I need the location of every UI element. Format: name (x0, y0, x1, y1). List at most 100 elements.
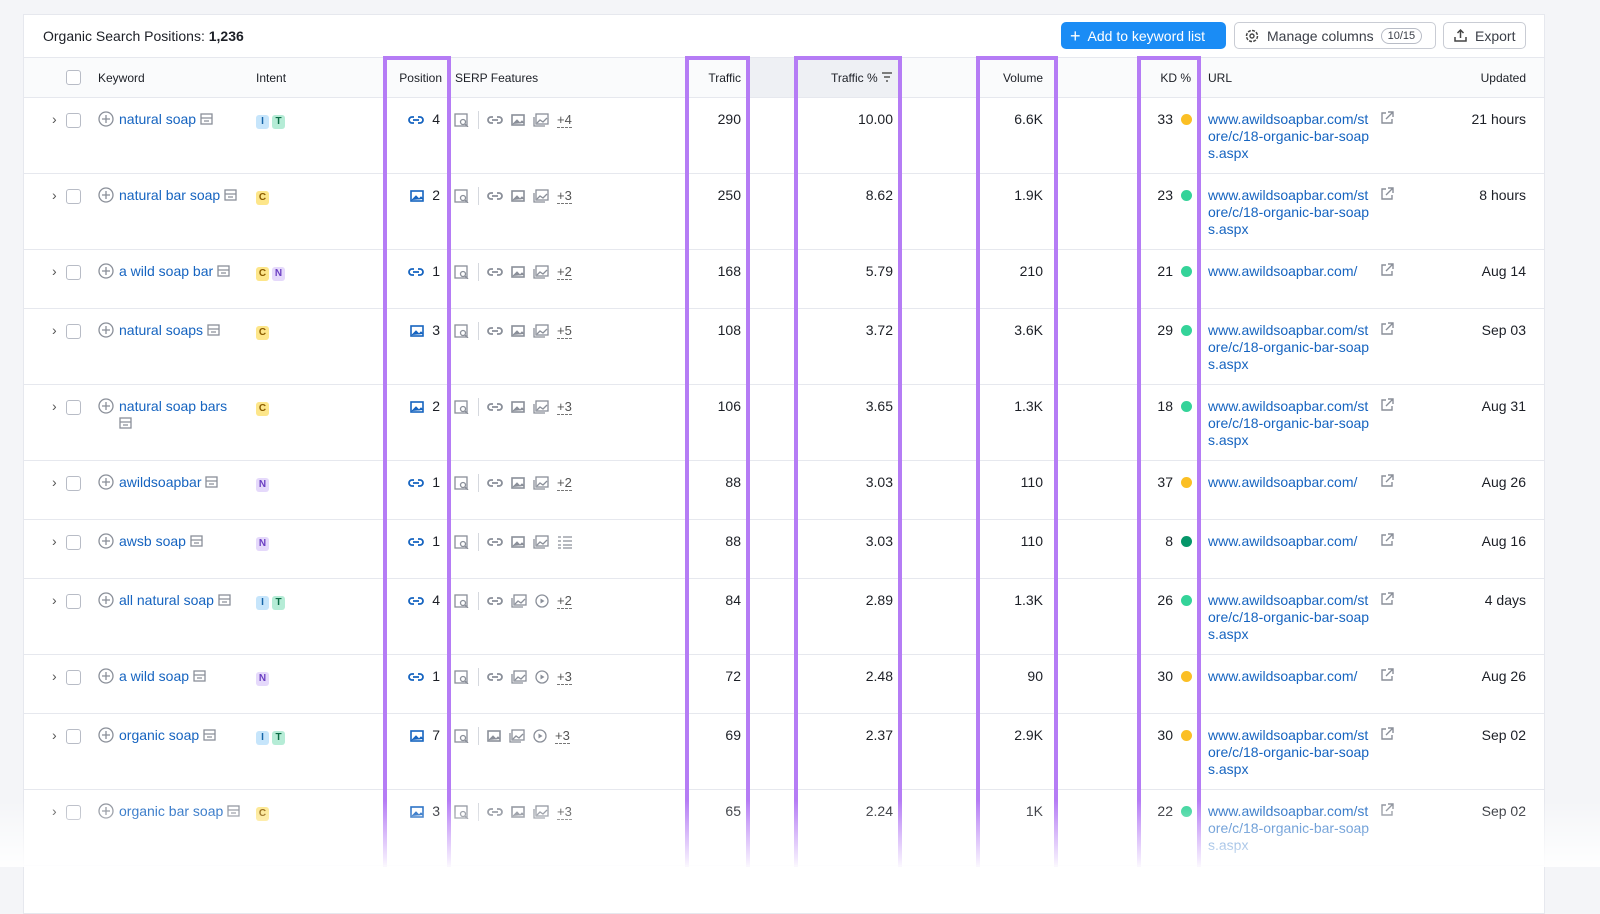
url-link[interactable]: www.awildsoapbar.com/store/c/18-organic-… (1208, 803, 1370, 853)
expand-chevron[interactable]: › (52, 322, 57, 338)
row-checkbox[interactable] (66, 535, 81, 550)
keyword-row: › awsb soap N 1 88 3.03 110 8 www.awildsoapbar.… (24, 519, 1544, 579)
select-all-checkbox[interactable] (66, 69, 81, 85)
url-link[interactable]: www.awildsoapbar.com/ (1208, 668, 1358, 684)
kd-cell: 30 (1058, 713, 1199, 790)
expand-chevron[interactable]: › (52, 474, 57, 490)
expand-cell: › (24, 249, 66, 309)
serp-icon (454, 594, 470, 608)
position-feature-icon-svg (408, 537, 425, 546)
row-checkbox[interactable] (66, 594, 81, 609)
keyword-link[interactable]: natural soap (119, 111, 243, 128)
row-checkbox[interactable] (66, 265, 81, 280)
expand-chevron[interactable]: › (52, 803, 57, 819)
kd-value: 29 (1157, 322, 1173, 338)
serp-more[interactable]: +2 (557, 592, 572, 609)
open-url-icon (1380, 803, 1394, 854)
intent-badge: C (256, 191, 269, 205)
expand-chevron[interactable]: › (52, 111, 57, 127)
serp-more[interactable]: +3 (557, 668, 572, 685)
serp-icon-svg (487, 597, 503, 605)
volume-cell: 1.3K (901, 578, 1058, 655)
url-cell: www.awildsoapbar.com/store/c/18-organic-… (1199, 308, 1396, 385)
manage-columns-button[interactable]: Manage columns 10/15 (1234, 22, 1436, 49)
keyword-cell: awildsoapbar (98, 460, 251, 520)
select-cell (66, 713, 98, 790)
export-button[interactable]: Export (1443, 22, 1526, 49)
expand-chevron[interactable]: › (52, 533, 57, 549)
row-checkbox[interactable] (66, 324, 81, 339)
volume-cell: 90 (901, 654, 1058, 714)
kd-value: 26 (1157, 592, 1173, 608)
traffic-pct-cell: 2.48 (798, 654, 901, 714)
url-link[interactable]: www.awildsoapbar.com/ (1208, 263, 1358, 279)
serp-more[interactable]: +2 (557, 474, 572, 491)
serp-more[interactable]: +4 (557, 111, 572, 128)
keyword: natural bar soap (98, 187, 251, 204)
url-link[interactable]: www.awildsoapbar.com/store/c/18-organic-… (1208, 111, 1370, 161)
add-to-list-button[interactable]: + Add to keyword list (1061, 22, 1226, 49)
position-value: 1 (432, 533, 440, 549)
column-header[interactable]: KD % (1160, 70, 1191, 85)
serp-more[interactable]: +3 (557, 398, 572, 415)
keyword-link[interactable]: awildsoapbar (119, 474, 243, 491)
keyword-link[interactable]: natural soaps (119, 322, 243, 339)
keyword-link[interactable]: natural soap bars (119, 398, 243, 432)
keyword-link[interactable]: a wild soap (119, 668, 243, 685)
keyword-link[interactable]: organic bar soap (119, 803, 243, 820)
keyword-link[interactable]: all natural soap (119, 592, 243, 609)
serp-icon-svg (535, 670, 549, 684)
row-checkbox[interactable] (66, 670, 81, 685)
expand-chevron[interactable]: › (52, 592, 57, 608)
serp-snapshot-icon-svg (190, 535, 203, 547)
keyword-link[interactable]: natural bar soap (119, 187, 243, 204)
keyword-cell: a wild soap (98, 654, 251, 714)
expand-chevron[interactable]: › (52, 727, 57, 743)
intent-cell: C (251, 308, 386, 385)
row-checkbox[interactable] (66, 113, 81, 128)
updated-cell: Sep 02 (1396, 789, 1544, 866)
column-header[interactable]: Position (399, 70, 442, 85)
spacer-cell (749, 173, 798, 250)
url-link[interactable]: www.awildsoapbar.com/store/c/18-organic-… (1208, 187, 1370, 237)
serp-icon (487, 806, 503, 818)
position-cell: 1 (386, 654, 450, 714)
url-link[interactable]: www.awildsoapbar.com/store/c/18-organic-… (1208, 322, 1370, 372)
url-link[interactable]: www.awildsoapbar.com/store/c/18-organic-… (1208, 398, 1370, 448)
keyword-link[interactable]: awsb soap (119, 533, 243, 550)
serp-icon-svg (511, 806, 525, 818)
serp-icon-svg (454, 189, 469, 203)
row-checkbox[interactable] (66, 189, 81, 204)
row-checkbox[interactable] (66, 805, 81, 820)
row-checkbox[interactable] (66, 729, 81, 744)
row-checkbox[interactable] (66, 476, 81, 491)
add-keyword-icon-svg (98, 111, 114, 127)
kd-dot (1181, 114, 1192, 125)
column-header[interactable]: Traffic (708, 70, 741, 85)
keyword-link[interactable]: organic soap (119, 727, 243, 744)
serp-more[interactable]: +3 (555, 727, 570, 744)
expand-chevron[interactable]: › (52, 263, 57, 279)
column-header[interactable]: Traffic % (830, 70, 878, 85)
expand-chevron[interactable]: › (52, 187, 57, 203)
keyword-link[interactable]: a wild soap bar (119, 263, 243, 280)
intent-badge: T (272, 115, 285, 129)
serp-more[interactable]: +3 (557, 187, 572, 204)
expand-chevron[interactable]: › (52, 398, 57, 414)
serp-more[interactable]: +3 (557, 803, 572, 820)
serp-more[interactable]: +5 (557, 322, 572, 339)
url-link[interactable]: www.awildsoapbar.com/ (1208, 533, 1358, 549)
row-checkbox[interactable] (66, 400, 81, 415)
column-header[interactable]: Volume (1002, 70, 1043, 85)
url-link[interactable]: www.awildsoapbar.com/ (1208, 474, 1358, 490)
kd-dot (1181, 325, 1192, 336)
serp-icon-svg (487, 479, 503, 487)
serp-icon (511, 401, 525, 413)
url-link[interactable]: www.awildsoapbar.com/store/c/18-organic-… (1208, 592, 1370, 642)
serp-more[interactable]: +2 (557, 263, 572, 280)
column-header[interactable]: Updated (1480, 70, 1526, 85)
expand-chevron[interactable]: › (52, 668, 57, 684)
traffic-pct-cell: 3.65 (798, 384, 901, 461)
expand-cell: › (24, 519, 66, 579)
url-link[interactable]: www.awildsoapbar.com/store/c/18-organic-… (1208, 727, 1370, 777)
